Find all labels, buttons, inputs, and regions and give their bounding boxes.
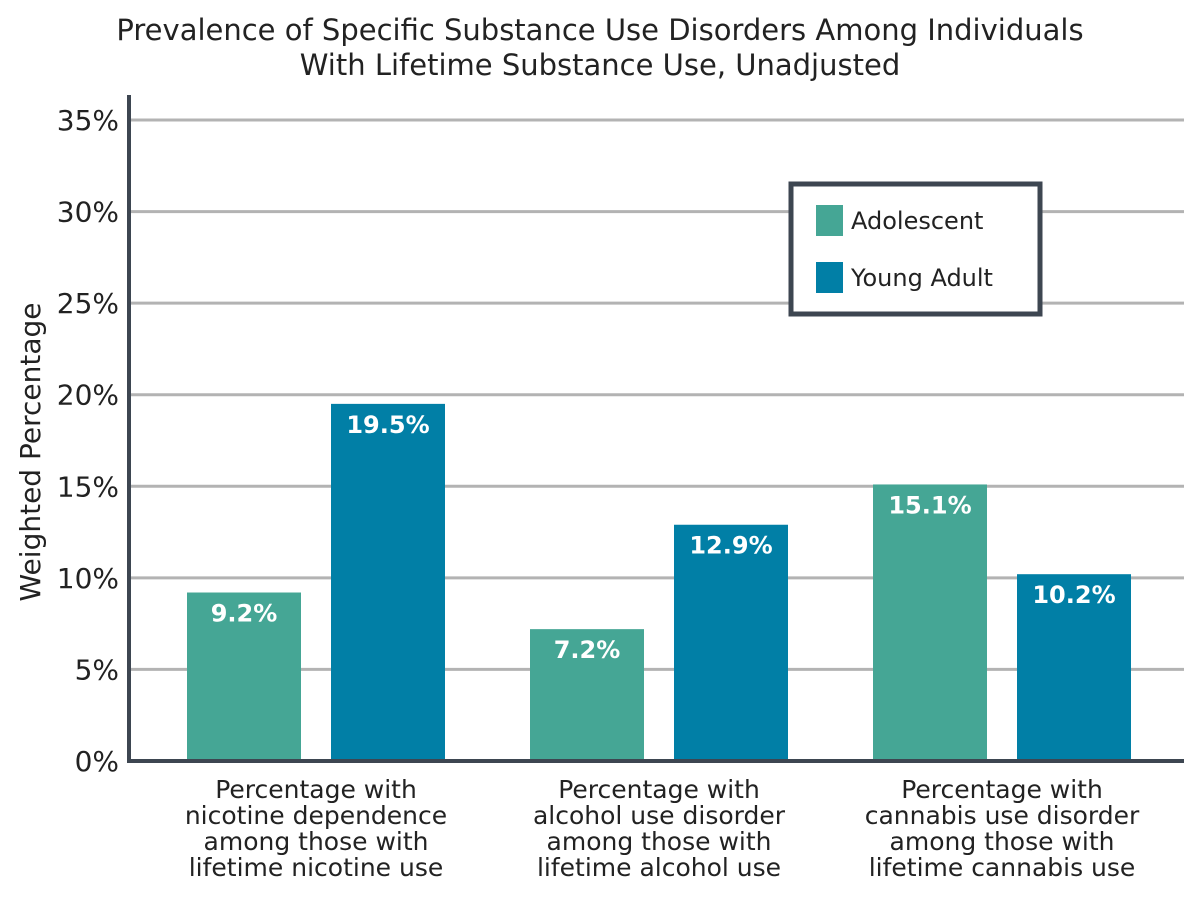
legend-label-young-adult: Young Adult [850, 264, 993, 292]
bar-value-label: 19.5% [346, 411, 429, 439]
y-axis-title: Weighted Percentage [14, 303, 47, 602]
legend-swatch-young-adult [816, 262, 843, 293]
y-tick-label: 15% [57, 470, 119, 503]
bar-value-label: 9.2% [211, 600, 278, 628]
y-tick-label: 35% [57, 104, 119, 137]
legend-swatch-adolescent [816, 205, 843, 236]
legend: Adolescent Young Adult [788, 181, 1043, 317]
x-category-label: alcohol use disorder [533, 801, 786, 830]
chart-title: Prevalence of Specific Substance Use Dis… [116, 13, 1083, 82]
gridlines [129, 118, 1184, 671]
bars [187, 403, 1131, 761]
bar-young-adult [331, 403, 445, 761]
y-tick-label: 20% [57, 379, 119, 412]
y-tick-label: 25% [57, 287, 119, 320]
bar-value-label: 15.1% [888, 491, 971, 519]
x-category-label: Percentage with [901, 775, 1103, 804]
x-category-label: lifetime nicotine use [189, 853, 444, 882]
y-tick-label: 0% [75, 745, 119, 778]
bar-adolescent [530, 629, 644, 761]
y-tick-label: 10% [57, 562, 119, 595]
bar-adolescent [187, 592, 301, 761]
legend-box [788, 181, 1043, 317]
chart-title-line-2: With Lifetime Substance Use, Unadjusted [300, 48, 900, 82]
x-category-label: among those with [204, 827, 429, 856]
data-labels: 9.2% 19.5% 7.2% 12.9% 15.1% 10.2% [211, 411, 1116, 664]
chart-title-line-1: Prevalence of Specific Substance Use Dis… [116, 13, 1083, 47]
x-category-label: Percentage with [558, 775, 760, 804]
axes [127, 95, 1184, 763]
bar-adolescent [873, 484, 987, 761]
legend-label-adolescent: Adolescent [851, 207, 983, 235]
x-category-label: Percentage with [215, 775, 417, 804]
bar-young-adult [1017, 574, 1131, 761]
bar-young-adult [674, 524, 788, 761]
x-category-label: nicotine dependence [185, 801, 447, 830]
y-tick-label: 30% [57, 196, 119, 229]
y-tick-label: 5% [75, 653, 119, 686]
y-axis-ticks: 0% 5% 10% 15% 20% 25% 30% 35% [57, 104, 119, 778]
x-category-label: lifetime cannabis use [869, 853, 1136, 882]
bar-value-label: 10.2% [1032, 581, 1115, 609]
bar-value-label: 7.2% [554, 636, 621, 664]
x-category-label: among those with [890, 827, 1115, 856]
x-category-label: among those with [547, 827, 772, 856]
x-category-label: lifetime alcohol use [537, 853, 781, 882]
bar-value-label: 12.9% [689, 532, 772, 560]
x-category-label: cannabis use disorder [865, 801, 1140, 830]
